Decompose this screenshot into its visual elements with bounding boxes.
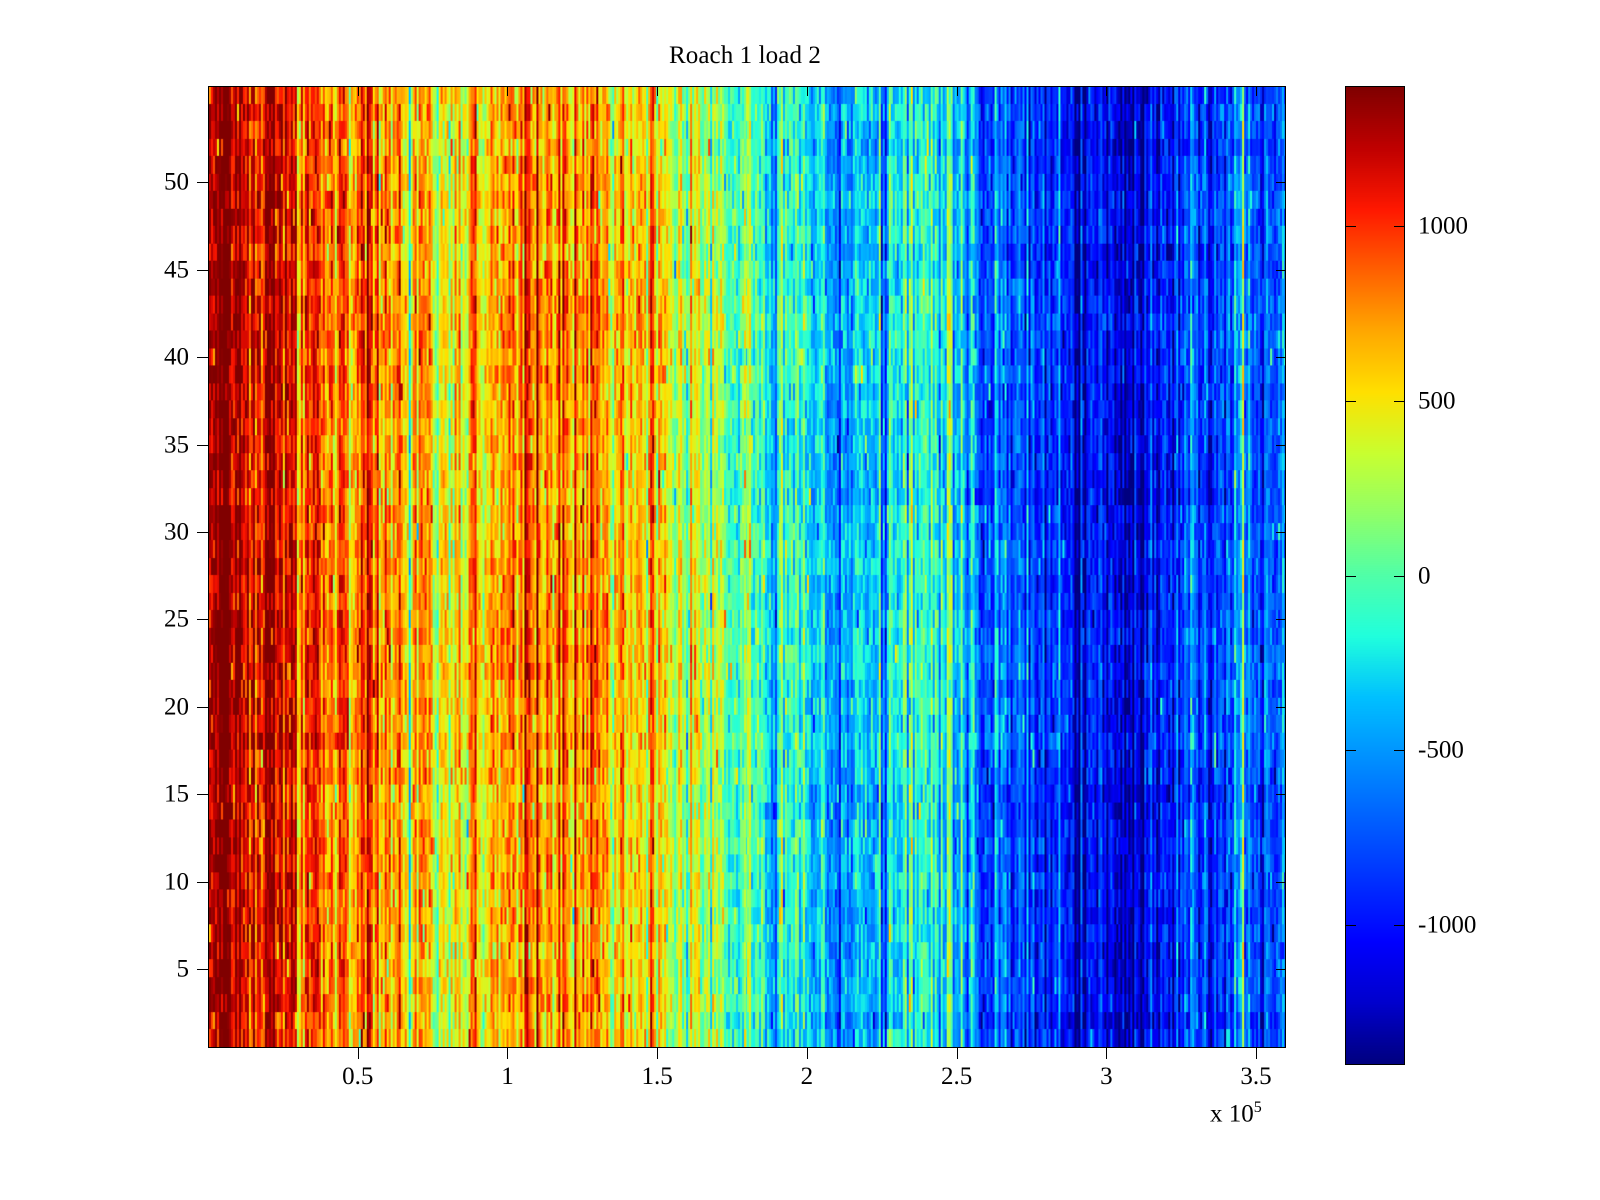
x-axis-tick-label: 2.5 bbox=[940, 1063, 973, 1090]
colorbar-tick-right bbox=[1394, 925, 1405, 927]
colorbar-tick-right bbox=[1394, 225, 1405, 227]
y-axis-tick bbox=[197, 881, 208, 883]
x-axis-tick-top bbox=[657, 86, 659, 96]
colorbar-tick-label: 0 bbox=[1418, 562, 1431, 589]
x-axis-tick bbox=[956, 1048, 958, 1059]
y-axis-tick-right bbox=[1276, 532, 1286, 534]
x-axis-exponent-power: 5 bbox=[1253, 1099, 1262, 1116]
x-axis-tick-top bbox=[357, 86, 359, 96]
x-axis-exponent: x 105 bbox=[1210, 1099, 1262, 1128]
y-axis-tick bbox=[197, 357, 208, 359]
x-axis-tick-label: 1.5 bbox=[641, 1063, 673, 1090]
y-axis-tick-right bbox=[1276, 444, 1286, 446]
y-axis-tick bbox=[197, 444, 208, 446]
colorbar-tick-right bbox=[1394, 575, 1405, 577]
x-axis-tick bbox=[657, 1048, 659, 1059]
y-axis-tick-label: 10 bbox=[164, 868, 189, 896]
x-axis-tick-label: 0.5 bbox=[342, 1063, 374, 1090]
x-axis-tick bbox=[806, 1048, 808, 1059]
x-axis-tick-label: 3 bbox=[1100, 1063, 1113, 1090]
colorbar-tick-left bbox=[1345, 225, 1356, 227]
heatmap-image bbox=[209, 87, 1285, 1047]
y-axis-tick-label: 25 bbox=[164, 605, 189, 633]
y-axis-tick-right bbox=[1276, 619, 1286, 621]
y-axis-tick-right bbox=[1276, 357, 1286, 359]
y-axis-tick-right bbox=[1276, 881, 1286, 883]
colorbar-tick-right bbox=[1394, 750, 1405, 752]
chart-title: Roach 1 load 2 bbox=[668, 42, 822, 69]
x-axis-tick-top bbox=[806, 86, 808, 96]
x-axis-tick-label: 3.5 bbox=[1240, 1063, 1272, 1090]
y-axis-tick bbox=[197, 794, 208, 796]
x-axis-tick-label: 2 bbox=[800, 1063, 814, 1090]
x-axis-tick-label: 1 bbox=[501, 1063, 514, 1090]
colorbar-tick-label: 500 bbox=[1418, 387, 1456, 415]
colorbar-tick-left bbox=[1345, 575, 1356, 577]
x-axis-tick-top bbox=[956, 86, 958, 96]
y-axis-tick bbox=[197, 969, 208, 971]
colorbar-tick-left bbox=[1345, 400, 1356, 402]
y-axis-tick bbox=[197, 182, 208, 184]
y-axis-tick-right bbox=[1276, 706, 1286, 708]
y-axis-tick-label: 20 bbox=[164, 693, 189, 721]
y-axis-tick-label: 50 bbox=[164, 168, 189, 196]
colorbar-tick-label: 1000 bbox=[1418, 212, 1468, 240]
x-axis-tick bbox=[507, 1048, 509, 1059]
colorbar-tick-label: -1000 bbox=[1418, 911, 1477, 939]
colorbar-tick-left bbox=[1345, 750, 1356, 752]
y-axis-tick-right bbox=[1276, 269, 1286, 271]
y-axis-tick bbox=[197, 269, 208, 271]
x-axis-tick bbox=[357, 1048, 359, 1059]
x-axis-tick-top bbox=[1106, 86, 1108, 96]
colorbar-tick-label: -500 bbox=[1418, 736, 1464, 764]
colorbar-tick-right bbox=[1394, 400, 1405, 402]
y-axis-tick-label: 5 bbox=[176, 955, 190, 983]
x-axis-tick-top bbox=[507, 86, 509, 96]
x-axis-exponent-base: x 10 bbox=[1210, 1100, 1254, 1128]
colorbar-tick-left bbox=[1345, 925, 1356, 927]
x-axis-tick bbox=[1256, 1048, 1258, 1059]
y-axis-tick-label: 40 bbox=[164, 343, 189, 371]
y-axis-tick-label: 35 bbox=[164, 431, 189, 459]
y-axis-tick bbox=[197, 706, 208, 708]
x-axis-tick-top bbox=[1256, 86, 1258, 96]
x-axis-tick bbox=[1106, 1048, 1108, 1059]
y-axis-tick-label: 15 bbox=[164, 780, 189, 808]
y-axis-tick-label: 30 bbox=[164, 518, 189, 546]
y-axis-tick-right bbox=[1276, 969, 1286, 971]
y-axis-tick-right bbox=[1276, 182, 1286, 184]
y-axis-tick-label: 45 bbox=[164, 256, 189, 284]
y-axis-tick bbox=[197, 532, 208, 534]
y-axis-tick bbox=[197, 619, 208, 621]
y-axis-tick-right bbox=[1276, 794, 1286, 796]
heatmap-axes[interactable] bbox=[208, 86, 1286, 1048]
